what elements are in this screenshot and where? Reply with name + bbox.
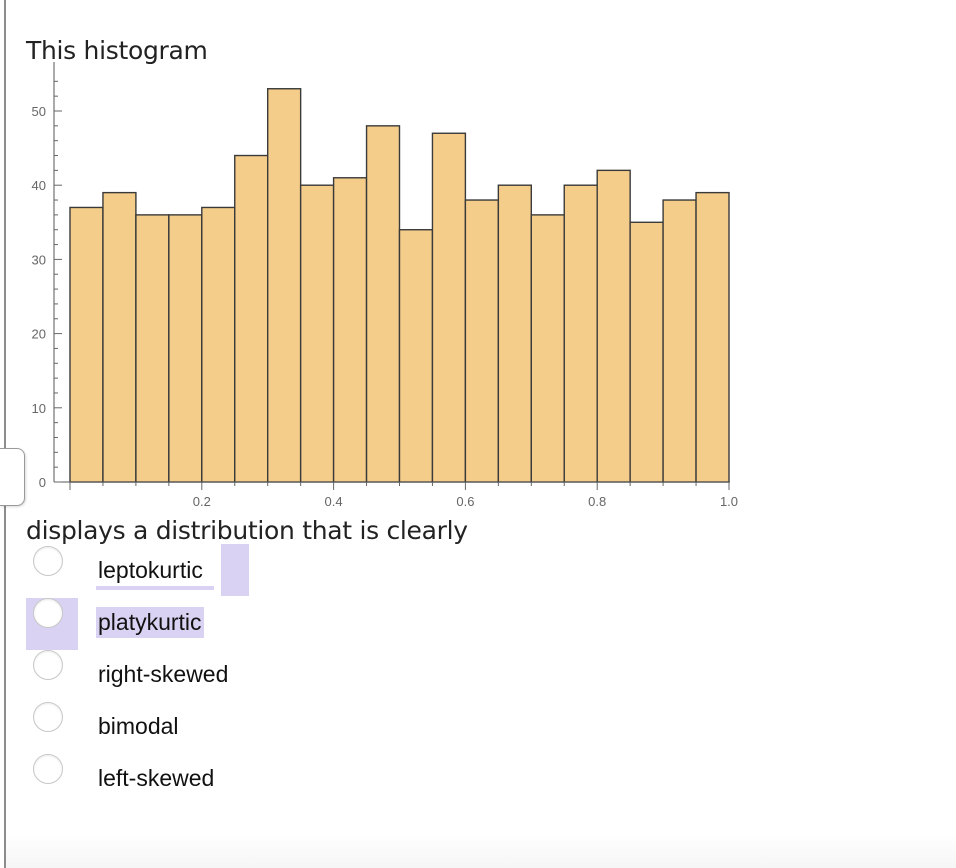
histogram-bar [596,169,631,483]
option-leptokurtic[interactable]: leptokurtic [26,544,526,598]
histogram-bar [201,206,236,483]
option-label: leptokurtic [98,557,203,583]
histogram-bar [530,214,565,483]
radio-button[interactable] [33,702,63,732]
question-prompt: This histogram [26,36,208,65]
histogram-bar [464,199,500,483]
histogram-bar [69,206,104,483]
histogram-chart: 0 10 20 30 40 50 0.2 0.4 0.6 0.8 1.0 [32,62,738,509]
question-stem: displays a distribution that is clearly [26,516,468,545]
bottom-fade [6,834,956,868]
y-tick-label: 30 [32,252,46,267]
x-tick-label: 0.8 [588,494,606,509]
histogram-bar [299,184,335,483]
radio-button[interactable] [33,754,63,784]
x-tick-label: 0.2 [193,494,211,509]
option-platykurtic[interactable]: platykurtic [26,598,526,650]
option-bimodal[interactable]: bimodal [26,702,526,754]
option-left-skewed[interactable]: left-skewed [26,754,526,806]
selection-underline [96,586,214,590]
histogram-bar [497,184,533,483]
histogram-bar [563,184,598,483]
histogram-bar [135,214,170,483]
x-tick-label: 0.4 [325,494,343,509]
histogram-bar [431,132,467,483]
histogram-bar [234,154,269,483]
histogram-bar [662,199,697,483]
option-label: platykurtic [96,607,204,638]
option-label: left-skewed [98,765,215,791]
histogram-bar [267,88,302,483]
x-tick-label: 1.0 [720,494,738,509]
left-border [4,0,6,868]
y-tick-label: 40 [32,178,46,193]
y-tick-label: 0 [39,475,46,490]
y-tick-label: 50 [32,104,46,119]
radio-button[interactable] [33,650,63,680]
histogram-bar [168,214,203,483]
selection-highlight [221,544,249,596]
option-label: right-skewed [98,661,229,687]
x-tick-label: 0.6 [456,494,474,509]
histogram-bar [398,229,434,483]
option-label: bimodal [98,713,179,739]
option-right-skewed[interactable]: right-skewed [26,650,526,702]
histogram-bar [102,191,137,483]
y-tick-label: 10 [32,401,46,416]
histogram-bar [332,177,368,483]
histogram-bar [365,125,401,483]
side-panel-tab[interactable] [0,448,25,506]
histogram-bar [629,221,664,483]
radio-button[interactable] [33,546,63,576]
y-tick-label: 20 [32,327,46,342]
histogram-bar [695,191,730,483]
radio-button[interactable] [33,598,63,628]
